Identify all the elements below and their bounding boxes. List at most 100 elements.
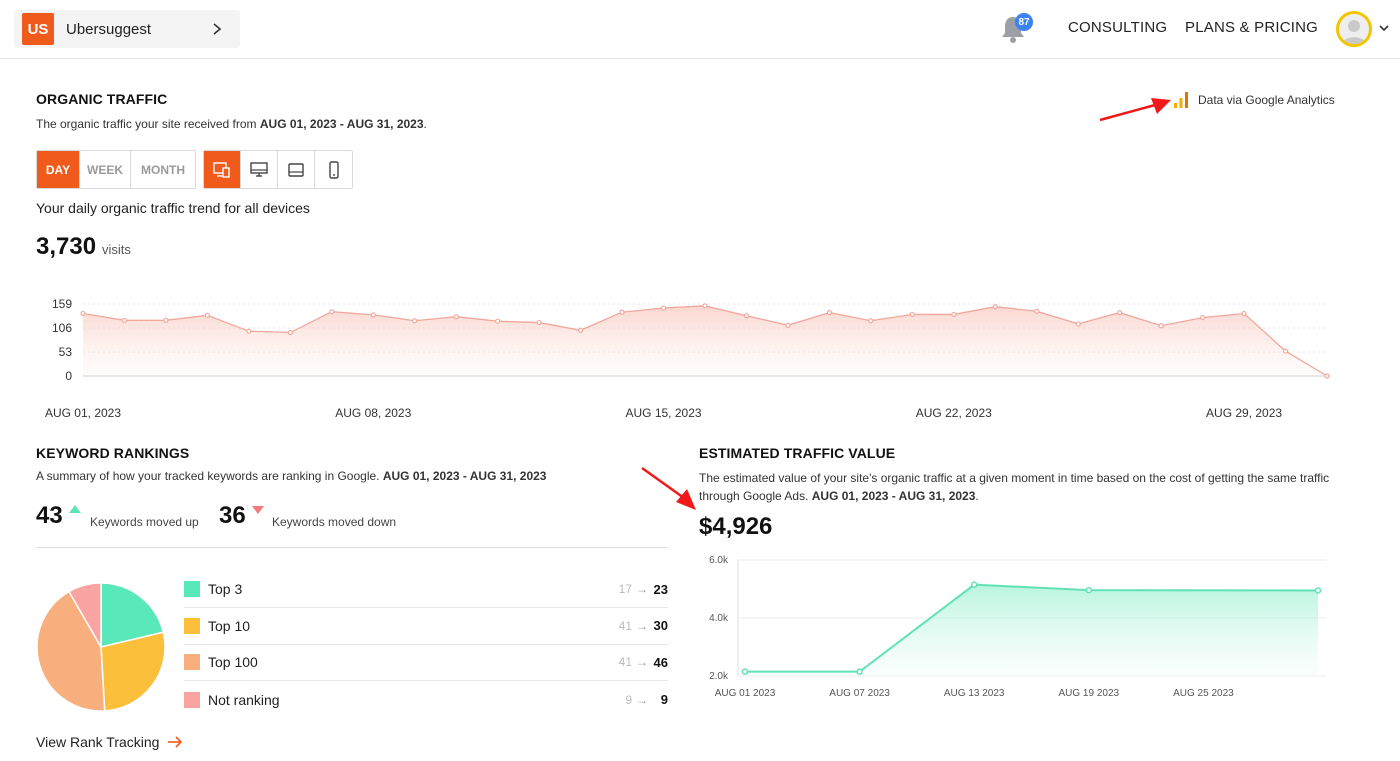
keywords-moved-down-count: 36 <box>219 502 246 529</box>
annotation-arrow-ga <box>1099 98 1171 122</box>
legend-row: Top 10 41 → 30 <box>184 608 668 645</box>
chevron-down-icon[interactable] <box>1378 22 1390 34</box>
device-tab-all[interactable] <box>204 151 241 188</box>
legend-row: Not ranking 9 → 9 <box>184 681 668 718</box>
data-point <box>826 310 833 316</box>
legend-label: Top 100 <box>208 654 258 671</box>
data-point <box>1075 321 1081 327</box>
legend-previous-count: 17 <box>618 582 632 596</box>
legend-label: Top 3 <box>208 581 243 597</box>
data-point <box>412 318 418 324</box>
keywords-moved-up-label: Keywords moved up <box>90 515 199 529</box>
traffic-value-title: ESTIMATED TRAFFIC VALUE <box>699 445 896 461</box>
user-silhouette-icon <box>1342 20 1366 44</box>
data-point <box>992 304 998 310</box>
y-tick-label: 6.0k <box>709 555 729 566</box>
data-point <box>909 311 915 318</box>
traffic-value-date-range: AUG 01, 2023 - AUG 31, 2023 <box>811 489 976 503</box>
pie-slice <box>36 590 106 712</box>
top-bar: US Ubersuggest 87 CONSULTING PLANS & PRI… <box>0 0 1400 59</box>
pie-slice <box>67 582 102 650</box>
legend-current-count: 30 <box>653 618 668 634</box>
legend-label: Top 10 <box>208 617 251 634</box>
data-point <box>246 328 252 334</box>
google-analytics-label: Data via Google Analytics <box>1198 93 1335 107</box>
x-tick-label: AUG 01, 2023 <box>45 406 121 420</box>
legend-row: Top 3 17 → 23 <box>184 571 668 608</box>
visits-unit: visits <box>102 242 131 257</box>
organic-traffic-description: The organic traffic your site received f… <box>36 117 427 131</box>
legend-current-count: 46 <box>653 654 668 670</box>
data-point <box>453 314 459 320</box>
traffic-value-chart: 2.0k 4.0k 6.0k AUG 01 2023 AUG 07 2023 AUG 13… <box>709 555 1326 699</box>
y-tick-label: 106 <box>52 321 72 335</box>
view-rank-tracking-link[interactable]: View Rank Tracking <box>36 734 183 750</box>
x-tick-label: AUG 07 2023 <box>829 688 890 699</box>
data-point <box>1324 373 1330 379</box>
x-tick-label: AUG 19 2023 <box>1058 688 1119 699</box>
nav-consulting[interactable]: CONSULTING <box>1068 19 1168 36</box>
tab-week[interactable]: WEEK <box>80 151 131 188</box>
legend-swatch <box>184 581 200 597</box>
data-point <box>577 327 584 333</box>
period-tabs: DAY WEEK MONTH <box>36 150 196 189</box>
data-point <box>1034 308 1040 314</box>
x-tick-label: AUG 15, 2023 <box>626 406 702 420</box>
x-tick-label: AUG 08, 2023 <box>335 406 411 420</box>
data-point <box>702 303 708 309</box>
project-selector[interactable]: US Ubersuggest <box>14 10 240 48</box>
legend-arrow-icon: → <box>636 655 648 670</box>
view-rank-tracking-label: View Rank Tracking <box>36 734 160 750</box>
data-point <box>1199 314 1206 321</box>
data-point <box>1085 586 1093 594</box>
data-point <box>951 311 957 318</box>
tab-month[interactable]: MONTH <box>141 162 185 177</box>
data-point <box>329 309 335 315</box>
laptop-icon <box>288 162 304 177</box>
legend-arrow-icon: → <box>636 618 648 633</box>
organic-traffic-title: ORGANIC TRAFFIC <box>36 91 168 107</box>
user-avatar[interactable] <box>1336 11 1372 47</box>
data-point <box>741 668 749 675</box>
data-point <box>1117 310 1123 316</box>
legend-current-count: 23 <box>653 581 668 597</box>
device-tab-laptop[interactable] <box>278 151 315 188</box>
x-tick-label: AUG 29, 2023 <box>1206 406 1282 420</box>
nav-plans-pricing[interactable]: PLANS & PRICING <box>1185 19 1319 36</box>
data-point <box>1158 323 1164 329</box>
x-tick-label: AUG 01 2023 <box>715 688 776 699</box>
device-tab-mobile[interactable] <box>315 151 352 188</box>
tab-day[interactable]: DAY <box>37 151 80 188</box>
keyword-ranking-pie-chart <box>36 582 166 712</box>
x-tick-label: AUG 13 2023 <box>944 688 1005 699</box>
legend-arrow-icon: → <box>636 582 648 596</box>
notification-count-badge: 87 <box>1015 13 1033 31</box>
value-area <box>745 584 1318 676</box>
data-point <box>785 322 791 328</box>
keyword-rankings-title: KEYWORD RANKINGS <box>36 445 190 461</box>
y-tick-label: 53 <box>59 345 73 359</box>
device-tab-desktop[interactable] <box>241 151 278 188</box>
y-tick-label: 4.0k <box>709 613 729 624</box>
google-analytics-badge: Data via Google Analytics <box>1172 91 1335 109</box>
keyword-divider <box>36 547 668 548</box>
legend-current-count: 9 <box>660 692 668 708</box>
data-point <box>868 318 874 324</box>
traffic-trend-label: Your daily organic traffic trend for all… <box>36 200 310 216</box>
annotation-arrow-value <box>641 466 696 510</box>
data-point <box>660 305 667 311</box>
all-devices-icon <box>213 161 230 178</box>
data-point <box>1241 310 1247 317</box>
data-point <box>619 309 625 315</box>
y-tick-label: 159 <box>52 297 72 311</box>
data-point <box>1314 587 1322 594</box>
data-point <box>970 581 978 588</box>
data-point <box>856 668 863 675</box>
legend-row: Top 100 41 → 46 <box>184 644 668 682</box>
device-tabs <box>203 150 353 189</box>
ubersuggest-logo: US <box>22 13 54 45</box>
keywords-moved-down-label: Keywords moved down <box>272 515 397 529</box>
y-tick-label: 0 <box>65 369 72 383</box>
arrow-right-icon <box>168 736 183 748</box>
data-point <box>121 317 128 323</box>
